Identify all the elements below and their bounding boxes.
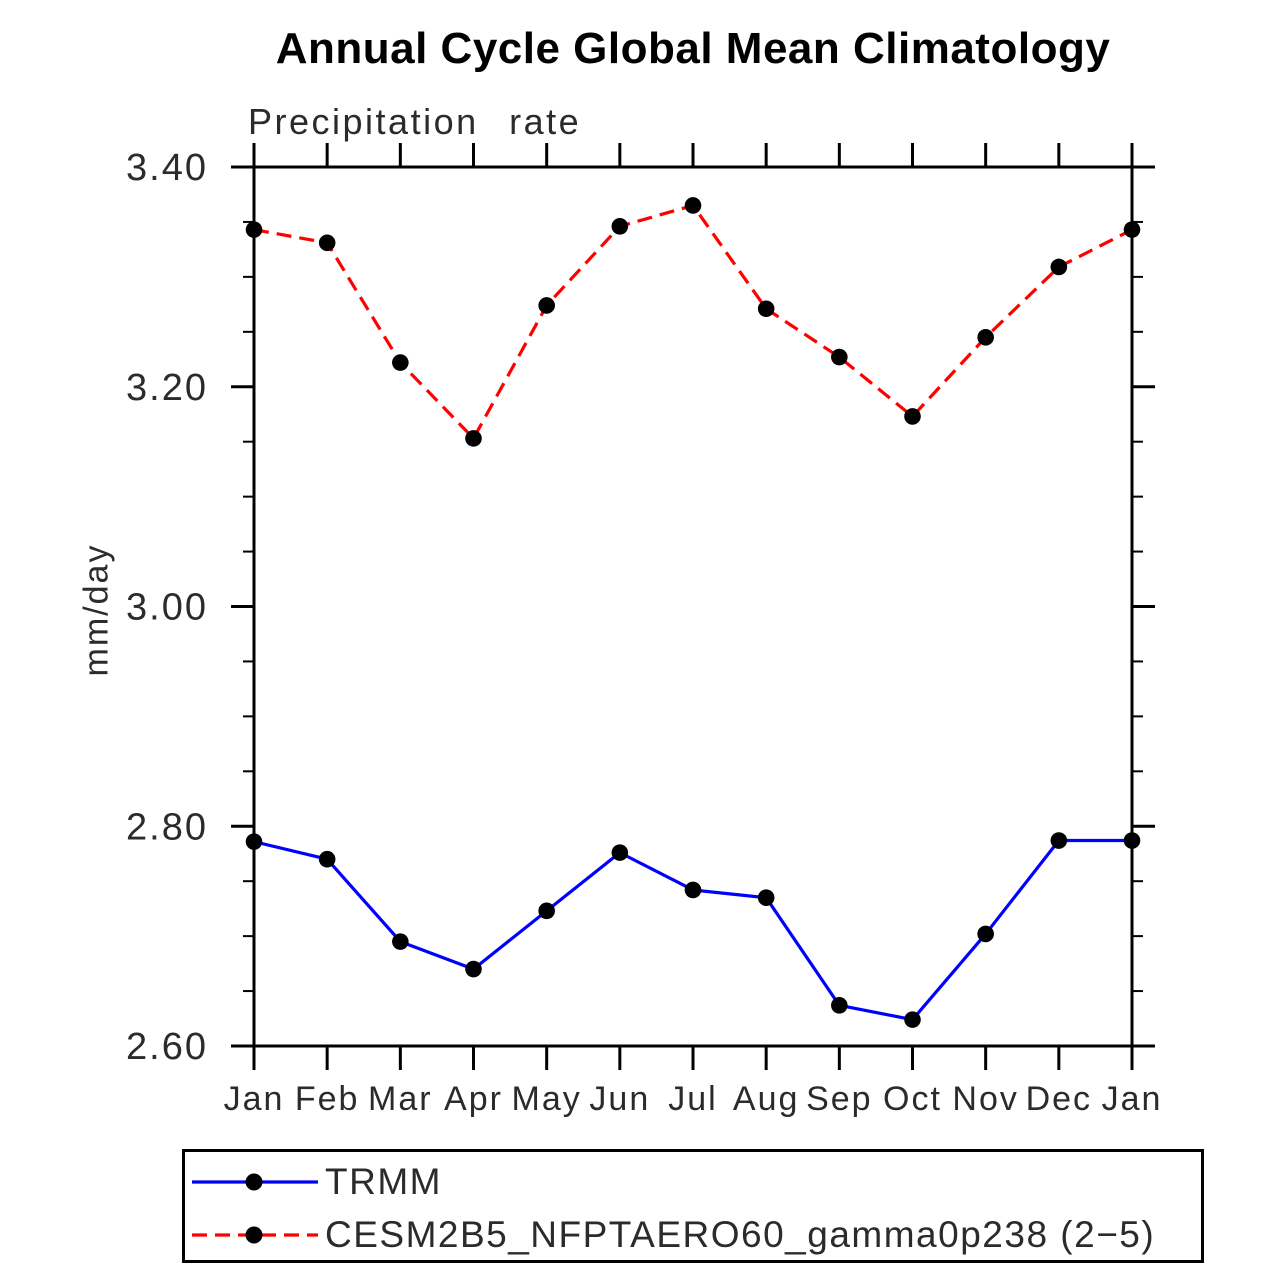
x-tick-label: Dec	[1026, 1080, 1092, 1118]
legend-sample-cesm	[192, 1226, 318, 1244]
x-tick-label: Mar	[368, 1080, 433, 1118]
legend-sample-trmm	[192, 1173, 318, 1191]
chart-subtitle: Precipitation rate	[248, 101, 582, 142]
legend-marker-trmm	[245, 1173, 263, 1191]
x-tick-label: Feb	[295, 1080, 360, 1118]
x-tick-label: Jan	[224, 1080, 285, 1118]
data-point-trmm	[904, 1011, 921, 1028]
y-tick-label: 3.40	[126, 147, 208, 189]
data-point-cesm	[1123, 221, 1141, 238]
x-tick-label: Jul	[668, 1080, 717, 1118]
data-point-trmm	[245, 833, 263, 850]
legend-marker-cesm	[245, 1226, 263, 1244]
legend-label-trmm: TRMM	[325, 1161, 442, 1202]
data-point-trmm	[977, 925, 994, 943]
x-tick-label: Jan	[1102, 1080, 1163, 1118]
data-point-trmm	[1123, 832, 1141, 849]
legend-entry-cesm: CESM2B5_NFPTAERO60_gamma0p238 (2−5)	[190, 1213, 1155, 1257]
x-tick-label: Jun	[589, 1080, 650, 1118]
x-tick-label: May	[512, 1080, 582, 1118]
series-line-cesm	[253, 203, 1133, 440]
y-tick-label: 3.00	[126, 587, 208, 629]
data-point-cesm	[757, 300, 775, 318]
legend-label-cesm: CESM2B5_NFPTAERO60_gamma0p238 (2−5)	[325, 1214, 1156, 1255]
legend-box: TRMM CESM2B5_NFPTAERO60_gamma0p238 (2−5)	[182, 1149, 1204, 1263]
data-point-trmm	[831, 997, 848, 1014]
data-point-trmm	[1050, 832, 1068, 849]
y-tick-label: 2.60	[126, 1026, 208, 1068]
data-point-cesm	[611, 218, 629, 235]
data-point-trmm	[611, 844, 629, 861]
data-point-trmm	[318, 850, 336, 868]
data-point-trmm	[465, 960, 482, 978]
data-point-cesm	[245, 221, 263, 238]
x-tick-label: Oct	[883, 1080, 942, 1118]
data-point-cesm	[831, 348, 848, 366]
x-tick-label: Apr	[444, 1080, 503, 1118]
data-point-trmm	[684, 881, 702, 899]
series-line-trmm	[253, 838, 1132, 1022]
legend-entry-trmm: TRMM	[190, 1160, 442, 1204]
data-point-cesm	[392, 354, 409, 371]
x-tick-label: Aug	[733, 1080, 800, 1118]
data-point-cesm	[684, 197, 702, 214]
data-point-cesm	[1050, 258, 1068, 276]
x-tick-label: Nov	[952, 1080, 1018, 1118]
data-point-cesm	[977, 329, 994, 346]
data-point-cesm	[465, 430, 482, 447]
chart-title: Annual Cycle Global Mean Climatology	[275, 24, 1111, 73]
y-tick-label: 2.80	[126, 806, 208, 848]
data-point-trmm	[757, 889, 775, 906]
data-point-trmm	[538, 902, 555, 920]
x-tick-label: Sep	[806, 1080, 873, 1118]
data-point-cesm	[538, 297, 555, 314]
y-tick-label: 3.20	[126, 367, 208, 409]
data-point-cesm	[318, 234, 336, 252]
data-point-cesm	[904, 408, 921, 425]
data-point-trmm	[392, 933, 409, 950]
